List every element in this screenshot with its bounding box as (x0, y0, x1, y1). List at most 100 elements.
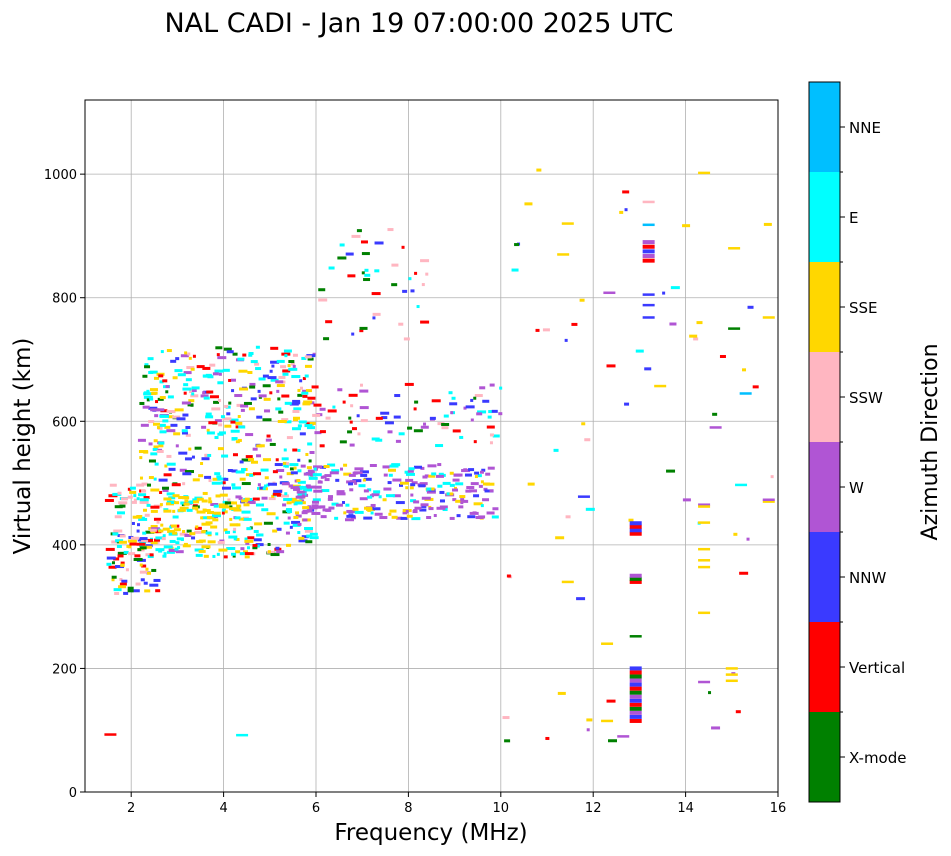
echo-point (234, 394, 243, 398)
echo-point (217, 477, 227, 481)
echo-point (150, 541, 158, 545)
colorbar-segment (809, 352, 840, 442)
echo-point (382, 465, 390, 469)
echo-point (147, 571, 152, 575)
colorbar-label-e: E (849, 209, 858, 227)
echo-point (670, 286, 680, 290)
echo-point (629, 698, 642, 703)
echo-point (354, 467, 364, 471)
echo-point (266, 434, 271, 438)
echo-point (299, 386, 303, 390)
echo-point (413, 429, 423, 433)
echo-point (150, 505, 160, 509)
echo-point (231, 378, 237, 382)
echo-point (238, 496, 243, 500)
echo-point (214, 436, 219, 440)
echo-point (283, 464, 288, 468)
echo-point (302, 509, 309, 513)
echo-point (191, 455, 195, 459)
echo-point (391, 283, 398, 287)
echo-point (290, 362, 295, 366)
echo-point (746, 537, 750, 541)
echo-point (222, 505, 231, 509)
echo-point (235, 470, 245, 474)
echo-point (190, 394, 199, 398)
echo-point (419, 508, 427, 512)
echo-point (622, 190, 630, 194)
echo-point (606, 699, 616, 703)
echo-point (235, 495, 242, 499)
echo-point (403, 337, 410, 341)
echo-point (111, 575, 117, 579)
echo-point (698, 680, 711, 684)
echo-point (339, 440, 347, 444)
echo-point (283, 349, 292, 353)
echo-point (231, 437, 236, 441)
echo-point (170, 423, 178, 427)
echo-point (642, 200, 655, 204)
echo-point (174, 547, 179, 551)
echo-point (399, 481, 409, 485)
echo-point (129, 486, 136, 490)
echo-point (183, 542, 188, 546)
echo-point (557, 691, 566, 695)
echo-point (179, 532, 188, 536)
echo-point (123, 550, 129, 554)
echo-point (291, 427, 301, 431)
colorbar-label-x-mode: X-mode (849, 749, 906, 767)
echo-point (629, 694, 642, 699)
echo-point (387, 228, 394, 232)
echo-point (489, 489, 494, 493)
echo-point (149, 528, 157, 532)
echo-point (142, 508, 147, 512)
echo-point (219, 493, 228, 497)
echo-point (351, 332, 355, 336)
echo-point (201, 457, 210, 461)
echo-point (363, 516, 373, 520)
echo-point (233, 537, 237, 541)
echo-point (128, 552, 136, 556)
echo-point (371, 493, 380, 497)
echo-point (387, 481, 392, 485)
echo-point (176, 417, 186, 421)
echo-point (186, 529, 192, 533)
echo-point (318, 298, 328, 302)
echo-point (290, 486, 300, 490)
echo-point (190, 367, 195, 371)
echo-point (254, 362, 260, 366)
echo-point (446, 492, 450, 496)
echo-point (272, 470, 278, 474)
echo-point (348, 416, 352, 420)
echo-point (276, 468, 285, 472)
echo-point (237, 438, 242, 442)
echo-point (166, 492, 175, 496)
echo-point (164, 425, 171, 429)
echo-point (356, 229, 362, 233)
echo-point (283, 497, 293, 501)
echo-point (215, 494, 221, 498)
echo-point (139, 401, 145, 405)
echo-point (248, 353, 253, 357)
echo-point (269, 369, 273, 373)
echo-point (195, 553, 203, 557)
echo-point (181, 431, 188, 435)
echo-point (184, 533, 192, 537)
echo-point (202, 491, 208, 495)
echo-point (373, 490, 381, 494)
echo-point (410, 483, 416, 487)
echo-point (169, 539, 176, 543)
echo-point (228, 378, 232, 382)
echo-point (480, 480, 484, 484)
echo-point (321, 489, 330, 493)
echo-point (167, 415, 174, 419)
echo-point (133, 557, 143, 561)
echo-point (288, 360, 295, 364)
echo-point (230, 429, 240, 433)
echo-point (127, 586, 134, 590)
echo-point (242, 353, 247, 357)
echo-point (183, 391, 187, 395)
echo-point (194, 446, 202, 450)
echo-point (492, 434, 500, 438)
echo-point (388, 512, 392, 516)
